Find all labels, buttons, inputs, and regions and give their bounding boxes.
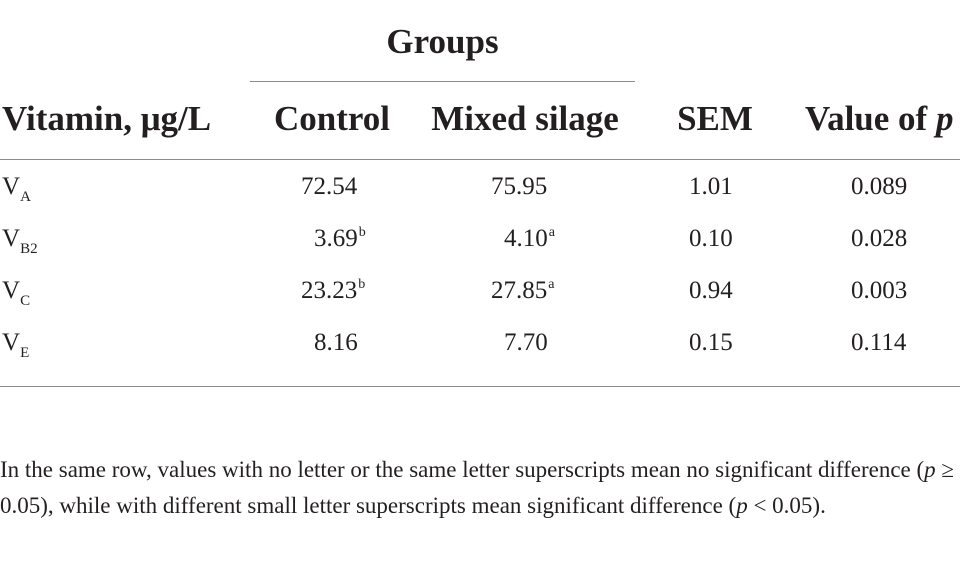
table-cell-mixed: 27.85a [491,277,555,304]
row-label-ve: VE [2,328,29,361]
row-label-vb2: VB2 [2,224,38,257]
table-cell-mixed: 75.95 [491,173,548,200]
vitamin-symbol: V [2,277,21,304]
row-label-vc: VC [2,276,30,309]
table-cell-p: 0.089 [851,173,908,200]
column-header-vitamin: Vitamin, μg/L [2,99,212,138]
table-cell-mixed: 4.10a [504,225,555,252]
column-header-p-value: Value of p [805,99,953,139]
table-cell-control: 72.54 [301,173,358,200]
table-cell-sem: 0.94 [689,277,733,304]
vitamin-subscript: E [20,345,30,361]
table-cell-mixed: 7.70 [504,329,548,356]
vitamin-subscript: A [20,189,31,205]
table-cell-control: 23.23b [301,277,366,304]
group-header: Groups [386,22,499,61]
table-cell-p: 0.114 [851,329,907,356]
table-bottom-rule [0,386,960,387]
row-label-va: VA [2,172,31,205]
table-cell-sem: 1.01 [689,173,733,200]
column-header-p-symbol: p [935,99,954,138]
table-cell-sem: 0.10 [689,225,733,252]
column-header-control: Control [273,99,391,138]
table-cell-p: 0.003 [851,277,908,304]
vitamin-symbol: V [2,173,21,200]
vitamin-subscript: B2 [20,241,38,257]
table-cell-control: 8.16 [314,329,358,356]
vitamin-symbol: V [2,225,21,252]
table-footnote: In the same row, values with no letter o… [0,457,955,518]
header-rule [0,159,960,160]
column-header-p-prefix: Value of [805,99,936,138]
column-header-sem: SEM [677,99,753,138]
table-cell-control: 3.69b [314,225,366,252]
table-cell-p: 0.028 [851,225,908,252]
column-header-mixed-silage: Mixed silage [431,99,619,138]
vitamin-subscript: C [20,293,31,309]
table-cell-sem: 0.15 [689,329,733,356]
vitamin-symbol: V [2,329,21,356]
group-header-rule [250,81,635,82]
